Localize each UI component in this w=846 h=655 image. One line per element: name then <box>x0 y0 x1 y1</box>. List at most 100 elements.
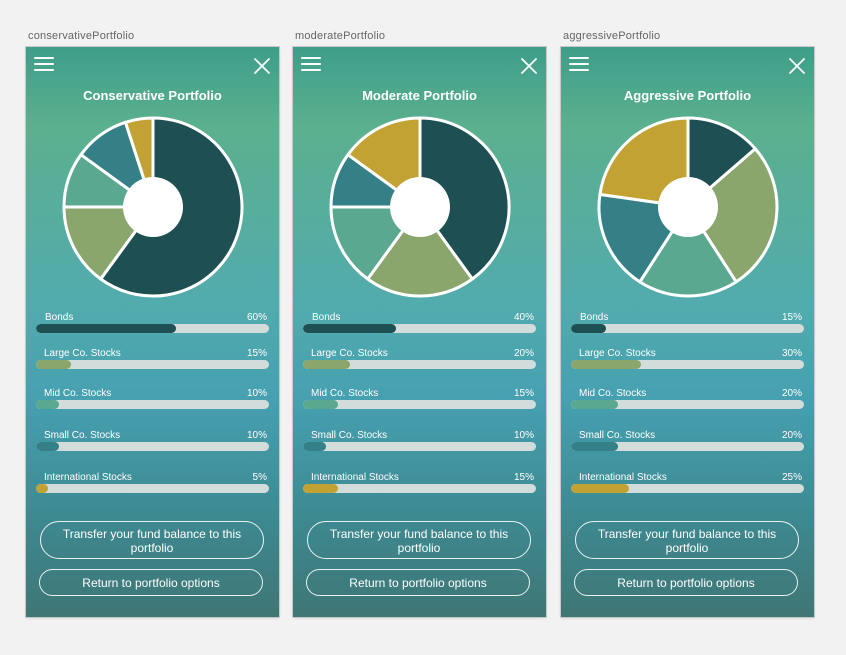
allocation-pie-chart <box>329 116 511 298</box>
artboard-label: conservativePortfolio <box>28 30 135 42</box>
bar-percent: 40% <box>513 312 534 323</box>
bar-track <box>36 324 269 333</box>
bar-fill <box>571 442 618 451</box>
page-title: Moderate Portfolio <box>362 88 477 103</box>
bar-row-large-co: Large Co. Stocks 20% <box>303 347 536 371</box>
bar-row-large-co: Large Co. Stocks 30% <box>571 347 804 371</box>
bar-percent: 20% <box>781 430 802 441</box>
bar-track <box>303 360 536 369</box>
allocation-pie-chart <box>597 116 779 298</box>
page-title: Aggressive Portfolio <box>623 88 752 103</box>
bar-row-international: International Stocks 25% <box>571 471 804 495</box>
bar-label: Mid Co. Stocks <box>579 388 647 399</box>
pie-center-hole <box>658 177 718 237</box>
bar-percent: 10% <box>246 430 267 441</box>
bar-fill <box>303 400 338 409</box>
close-icon[interactable] <box>521 58 537 74</box>
bar-label: International Stocks <box>579 472 667 483</box>
bar-track <box>571 324 804 333</box>
bar-label: Small Co. Stocks <box>579 430 656 441</box>
bar-label: Small Co. Stocks <box>311 430 388 441</box>
hamburger-menu-icon[interactable] <box>34 57 54 72</box>
bar-track <box>571 442 804 451</box>
return-to-options-button[interactable]: Return to portfolio options <box>39 569 263 596</box>
allocation-pie-chart <box>62 116 244 298</box>
bar-track <box>36 442 269 451</box>
return-to-options-button[interactable]: Return to portfolio options <box>574 569 798 596</box>
close-icon[interactable] <box>789 58 805 74</box>
bar-row-small-co: Small Co. Stocks 10% <box>36 429 269 453</box>
bar-track <box>571 484 804 493</box>
artboard-conservative: conservativePortfolio Conservative Portf… <box>26 0 281 617</box>
artboard-moderate: moderatePortfolio Moderate Portfolio Bon… <box>293 0 548 617</box>
bar-track <box>36 400 269 409</box>
bar-percent: 15% <box>513 472 534 483</box>
bar-fill <box>303 484 338 493</box>
bar-row-mid-co: Mid Co. Stocks 10% <box>36 387 269 411</box>
bar-label: Mid Co. Stocks <box>44 388 112 399</box>
bar-track <box>303 484 536 493</box>
transfer-balance-button[interactable]: Transfer your fund balance to this portf… <box>307 521 531 559</box>
bar-fill <box>571 484 630 493</box>
bar-fill <box>303 324 397 333</box>
artboard-label: aggressivePortfolio <box>563 30 661 42</box>
pie-slice-large-co <box>366 205 474 298</box>
phone-screen: Moderate Portfolio Bonds 40% Large Co. S… <box>293 47 546 617</box>
bar-fill <box>36 400 60 409</box>
pie-slice-international <box>598 116 690 209</box>
bar-label: Mid Co. Stocks <box>311 388 379 399</box>
bar-percent: 15% <box>781 312 802 323</box>
bar-fill <box>36 360 71 369</box>
phone-screen: Aggressive Portfolio Bonds 15% Large Co.… <box>561 47 814 617</box>
page-title: Conservative Portfolio <box>83 88 222 103</box>
bar-label: International Stocks <box>44 472 132 483</box>
bar-percent: 20% <box>781 388 802 399</box>
bar-label: Bonds <box>580 312 609 323</box>
bar-row-bonds: Bonds 40% <box>303 311 536 335</box>
transfer-balance-button[interactable]: Transfer your fund balance to this portf… <box>575 521 799 559</box>
bar-row-small-co: Small Co. Stocks 20% <box>571 429 804 453</box>
bar-track <box>36 360 269 369</box>
bar-track <box>303 324 536 333</box>
bar-track <box>571 360 804 369</box>
pie-center-hole <box>123 177 183 237</box>
hamburger-menu-icon[interactable] <box>301 57 321 72</box>
bar-track <box>36 484 269 493</box>
transfer-balance-button[interactable]: Transfer your fund balance to this portf… <box>40 521 264 559</box>
pie-slice-large-co <box>686 147 779 284</box>
hamburger-menu-icon[interactable] <box>569 57 589 72</box>
bar-fill <box>36 324 176 333</box>
bar-percent: 30% <box>781 348 802 359</box>
bar-percent: 15% <box>513 388 534 399</box>
bar-percent: 60% <box>246 312 267 323</box>
artboard-label: moderatePortfolio <box>295 30 386 42</box>
bar-label: Small Co. Stocks <box>44 430 121 441</box>
bar-fill <box>303 360 350 369</box>
bar-label: International Stocks <box>311 472 399 483</box>
bar-label: Bonds <box>45 312 74 323</box>
artboard-aggressive: aggressivePortfolio Aggressive Portfolio… <box>561 0 816 617</box>
bar-row-international: International Stocks 5% <box>36 471 269 495</box>
bar-percent: 15% <box>246 348 267 359</box>
bar-label: Large Co. Stocks <box>44 348 121 359</box>
bar-label: Large Co. Stocks <box>311 348 388 359</box>
bar-fill <box>571 360 641 369</box>
bar-track <box>303 400 536 409</box>
close-icon[interactable] <box>254 58 270 74</box>
bar-fill <box>36 484 48 493</box>
bar-fill <box>571 324 606 333</box>
return-to-options-button[interactable]: Return to portfolio options <box>306 569 530 596</box>
bar-row-bonds: Bonds 60% <box>36 311 269 335</box>
bar-track <box>303 442 536 451</box>
bar-percent: 5% <box>252 472 267 483</box>
bar-row-large-co: Large Co. Stocks 15% <box>36 347 269 371</box>
bar-row-mid-co: Mid Co. Stocks 20% <box>571 387 804 411</box>
bar-label: Bonds <box>312 312 341 323</box>
bar-percent: 20% <box>513 348 534 359</box>
bar-percent: 25% <box>781 472 802 483</box>
pie-slice-mid-co <box>638 205 738 298</box>
bar-track <box>571 400 804 409</box>
pie-center-hole <box>390 177 450 237</box>
bar-row-bonds: Bonds 15% <box>571 311 804 335</box>
bar-row-international: International Stocks 15% <box>303 471 536 495</box>
